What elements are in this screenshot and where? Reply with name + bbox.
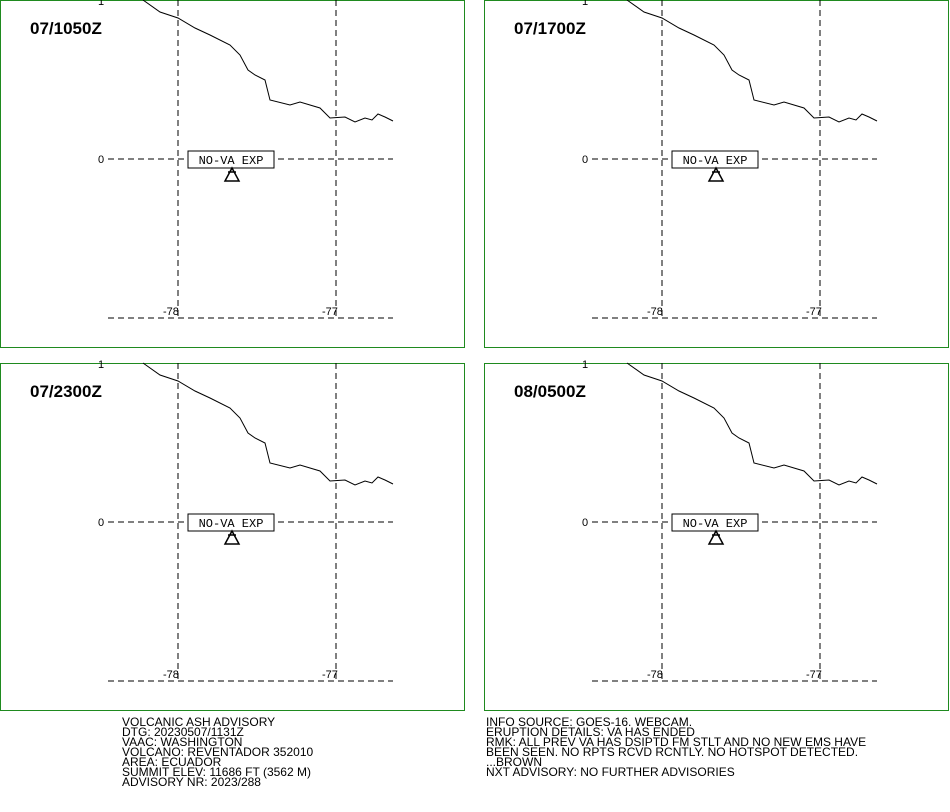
volcano-symbol <box>223 166 241 182</box>
advisory-line: VAAC: WASHINGTON <box>122 735 242 749</box>
panel-border <box>484 363 949 711</box>
lat-label: 0 <box>582 154 588 166</box>
advisory-line: ERUPTION DETAILS: VA HAS ENDED <box>486 725 695 739</box>
ash-box-label: NO-VA EXP <box>199 154 264 168</box>
ash-box-label: NO-VA EXP <box>683 517 748 531</box>
lat-label: 0 <box>582 517 588 529</box>
lon-label: -77 <box>806 669 822 681</box>
map-panel: 08/0500Z 1 0 -78 -77 NO-VA EXP <box>484 359 949 711</box>
coastline <box>142 0 394 123</box>
lat-label: 1 <box>582 359 588 371</box>
ash-box <box>671 513 759 532</box>
advisory-line: ...BROWN <box>486 755 542 769</box>
advisory-line: INFO SOURCE: GOES-16. WEBCAM. <box>486 715 692 729</box>
lon-label: -78 <box>163 669 179 681</box>
panel-time: 07/2300Z <box>30 382 102 401</box>
advisory-line: SUMMIT ELEV: 11686 FT (3562 M) <box>122 765 311 779</box>
advisory-line: ADVISORY NR: 2023/288 <box>122 775 261 789</box>
volcano-symbol <box>707 166 725 182</box>
map-panel: 07/1700Z 1 0 -78 -77 NO-VA EXP <box>484 0 949 348</box>
panel-border <box>484 0 949 348</box>
ash-box-label: NO-VA EXP <box>199 517 264 531</box>
lon-label: -78 <box>647 669 663 681</box>
panel-border <box>0 0 465 348</box>
map-panel: 07/2300Z 1 0 -78 -77 NO-VA EXP <box>0 359 465 711</box>
advisory-line: RMK: ALL PREV VA HAS DSIPTD FM STLT AND … <box>486 735 866 749</box>
panel-time: 08/0500Z <box>514 382 586 401</box>
advisory-line: VOLCANIC ASH ADVISORY <box>122 715 275 729</box>
advisory-line: VOLCANO: REVENTADOR 352010 <box>122 745 314 759</box>
advisory-line: NXT ADVISORY: NO FURTHER ADVISORIES <box>486 765 735 779</box>
lat-label: 1 <box>582 0 588 8</box>
lat-label: 1 <box>98 0 104 8</box>
lon-label: -78 <box>647 306 663 318</box>
volcano-symbol <box>707 529 725 545</box>
map-panel: 07/1050Z 1 0 -78 -77 NO-VA EXP <box>0 0 465 348</box>
ash-box <box>187 150 275 169</box>
panel-time: 07/1700Z <box>514 19 586 38</box>
ash-box-label: NO-VA EXP <box>683 154 748 168</box>
lat-label: 0 <box>98 517 104 529</box>
lon-label: -77 <box>806 306 822 318</box>
lat-label: 0 <box>98 154 104 166</box>
lon-label: -78 <box>163 306 179 318</box>
ash-box <box>187 513 275 532</box>
lon-label: -77 <box>322 669 338 681</box>
coastline <box>626 0 878 123</box>
ash-box <box>671 150 759 169</box>
panel-border <box>0 363 465 711</box>
advisory-line: AREA: ECUADOR <box>122 755 222 769</box>
volcano-symbol <box>223 529 241 545</box>
advisory-line: BEEN SEEN. NO RPTS RCVD RCNTLY. NO HOTSP… <box>486 745 858 759</box>
panel-time: 07/1050Z <box>30 19 102 38</box>
coastline <box>142 362 394 486</box>
advisory-line: DTG: 20230507/1131Z <box>122 725 244 739</box>
coastline <box>626 362 878 486</box>
lat-label: 1 <box>98 359 104 371</box>
lon-label: -77 <box>322 306 338 318</box>
